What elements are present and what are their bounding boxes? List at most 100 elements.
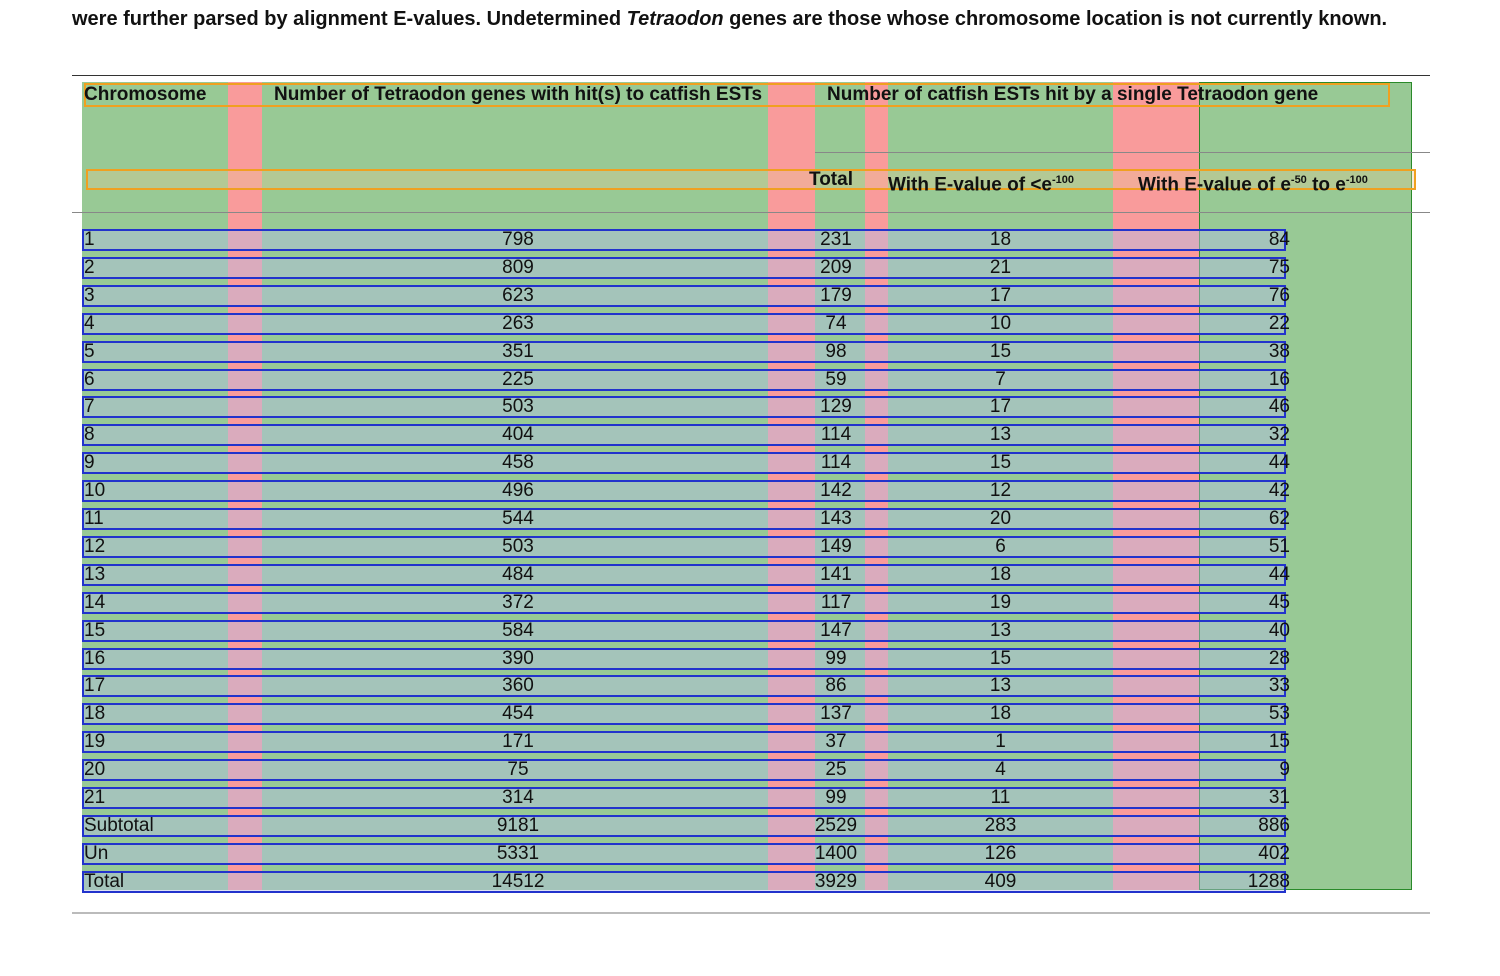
gap-zone xyxy=(865,82,888,890)
header-rule xyxy=(815,152,1430,153)
row-box xyxy=(82,703,1286,726)
table-cell: 4 xyxy=(995,759,1006,781)
table-cell: 1288 xyxy=(1247,870,1290,892)
table-cell: 75 xyxy=(1268,256,1290,278)
table-cell: 117 xyxy=(820,591,852,613)
table-cell: 15 xyxy=(1268,731,1290,753)
table-cell: 1400 xyxy=(814,842,858,864)
row-box xyxy=(82,424,1286,447)
table-cell: 19 xyxy=(84,731,106,753)
table-cell: 372 xyxy=(502,591,534,613)
table-cell: 11 xyxy=(84,508,104,529)
table-cell: 11 xyxy=(990,787,1011,808)
row-box xyxy=(82,229,1286,251)
table-cell: 129 xyxy=(820,396,852,418)
table-cell: 143 xyxy=(820,508,852,529)
header-text: to e xyxy=(1306,174,1346,196)
table-cell: 25 xyxy=(825,759,847,781)
table-cell: 886 xyxy=(1258,814,1290,836)
row-box xyxy=(82,647,1286,670)
row-box xyxy=(82,759,1286,782)
table-cell: 149 xyxy=(820,535,852,557)
table-cell: 2529 xyxy=(814,814,858,836)
table-cell: 62 xyxy=(1268,508,1290,529)
table-cell: Un xyxy=(84,842,109,864)
header-box xyxy=(86,169,1416,190)
table-cell: 147 xyxy=(820,619,852,641)
table-cell: 4 xyxy=(84,312,95,334)
header-cell: With E-value of <e-100 xyxy=(888,168,1074,197)
table-cell: 142 xyxy=(820,480,852,502)
table-cell: 75 xyxy=(507,759,529,781)
table-cell: 3929 xyxy=(814,870,858,892)
header-text: With E-value of <e xyxy=(888,174,1052,196)
table-cell: 8 xyxy=(84,424,95,446)
table-cell: 5 xyxy=(84,340,95,362)
table-cell: 179 xyxy=(820,284,852,306)
table-cell: 404 xyxy=(502,424,534,446)
table-cell: 503 xyxy=(502,535,534,557)
row-box xyxy=(82,368,1286,391)
row-box xyxy=(82,312,1286,335)
gap-zone xyxy=(228,82,262,890)
table-cell: 32 xyxy=(1268,424,1290,446)
header-sup: -100 xyxy=(1345,174,1368,186)
gap-zone xyxy=(768,82,815,890)
table-cell: 458 xyxy=(502,452,534,474)
header-sup: -50 xyxy=(1290,174,1307,186)
header-cell: With E-value of e-50 to e-100 xyxy=(1138,168,1368,197)
table-cell: 314 xyxy=(502,787,534,808)
header-text: With E-value of e xyxy=(1138,174,1291,196)
caption-text: genes are those whose chromosome locatio… xyxy=(723,8,1388,30)
row-box xyxy=(82,396,1286,419)
table-cell: 584 xyxy=(502,619,534,641)
table-cell: 454 xyxy=(502,703,534,725)
row-box xyxy=(82,256,1286,279)
bottom-rule xyxy=(72,912,1430,914)
table-cell: 42 xyxy=(1268,480,1290,502)
table-cell: 86 xyxy=(825,675,847,697)
table-cell: 16 xyxy=(1268,368,1290,390)
table-cell: 1 xyxy=(84,229,95,250)
table-cell: 74 xyxy=(825,312,847,334)
table-cell: 137 xyxy=(820,703,852,725)
table-cell: 171 xyxy=(502,731,534,753)
header-cell: Number of Tetraodon genes with hit(s) to… xyxy=(273,84,763,105)
table-cell: 31 xyxy=(1268,787,1290,808)
header-cell: Number of catfish ESTs hit by a single T… xyxy=(827,84,1319,105)
row-box xyxy=(82,452,1286,475)
table-cell: 126 xyxy=(984,842,1017,864)
table-cell: 3 xyxy=(84,284,95,306)
table-cell: 14512 xyxy=(491,870,545,892)
table-cell: 18 xyxy=(84,703,106,725)
table-cell: 38 xyxy=(1268,340,1290,362)
row-box xyxy=(82,340,1286,363)
table-cell: 22 xyxy=(1268,312,1290,334)
table-cell: 84 xyxy=(1268,229,1290,250)
table-cell: 76 xyxy=(1268,284,1290,306)
table-cell: 15 xyxy=(989,647,1012,669)
table-cell: 53 xyxy=(1268,703,1290,725)
gap-zone xyxy=(1113,82,1199,890)
table-cell: 15 xyxy=(84,619,106,641)
table-cell: 13 xyxy=(989,675,1012,697)
table-cell: 19 xyxy=(989,591,1012,613)
header-box xyxy=(84,83,1390,107)
table-cell: 59 xyxy=(825,368,847,390)
table-cell: 13 xyxy=(84,563,106,585)
table-cell: 14 xyxy=(84,591,106,613)
column-zone xyxy=(815,82,865,890)
table-cell: Total xyxy=(84,870,125,892)
row-box xyxy=(82,675,1286,698)
table-cell: 351 xyxy=(502,340,534,362)
row-box xyxy=(82,563,1286,586)
row-box xyxy=(82,870,1286,893)
table-cell: 496 xyxy=(502,480,534,502)
table-cell: 45 xyxy=(1268,591,1290,613)
table-cell: 99 xyxy=(825,787,847,808)
table-cell: 360 xyxy=(502,675,534,697)
table-cell: 21 xyxy=(84,787,106,808)
table-cell: 1 xyxy=(995,731,1006,753)
table-cell: 283 xyxy=(984,814,1017,836)
